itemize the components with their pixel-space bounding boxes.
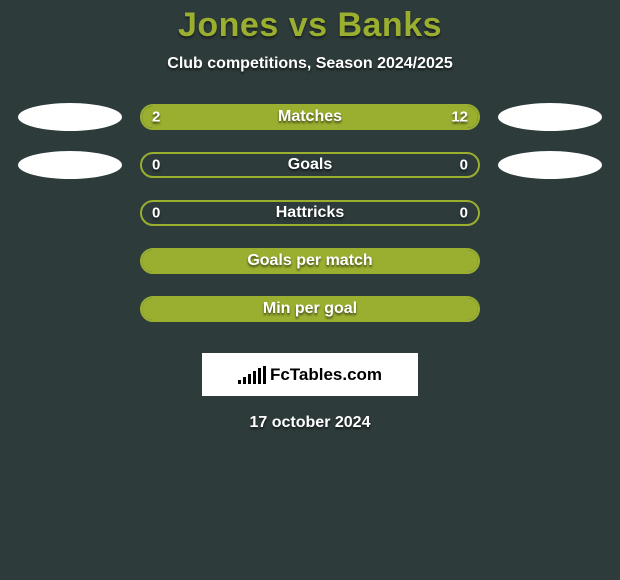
- stat-bar: 0 0Hattricks: [140, 200, 480, 226]
- stat-value-right: 12: [451, 109, 468, 126]
- stats-list: 212Matches00Goals00HattricksGoals per ma…: [18, 103, 602, 343]
- stat-label: Hattricks: [142, 204, 478, 222]
- logo-text: FcTables.com: [270, 365, 382, 385]
- bar-fill-full: [142, 298, 478, 320]
- stat-bar: 0 0Goals: [140, 152, 480, 178]
- bar-fill-right: [202, 106, 478, 128]
- player-left-marker: [18, 151, 122, 179]
- stat-label: Goals: [142, 156, 478, 174]
- stat-row: 212Matches: [18, 103, 602, 131]
- snapshot-date: 17 october 2024: [250, 414, 371, 432]
- player-right-marker: [498, 103, 602, 131]
- stat-bar: Goals per match: [140, 248, 480, 274]
- comparison-widget: Jones vs Banks Club competitions, Season…: [0, 0, 620, 432]
- stat-row: 0 0Goals: [18, 151, 602, 179]
- stat-row: Min per goal: [18, 295, 602, 323]
- stat-value-left: 0: [152, 205, 160, 222]
- stat-value-right: 0: [460, 205, 468, 222]
- stat-value-left: 2: [152, 109, 160, 126]
- logo-bars-icon: [238, 366, 266, 384]
- bar-fill-full: [142, 250, 478, 272]
- stat-bar: Min per goal: [140, 296, 480, 322]
- stat-row: Goals per match: [18, 247, 602, 275]
- stat-value-left: 0: [152, 157, 160, 174]
- stat-bar: 212Matches: [140, 104, 480, 130]
- page-subtitle: Club competitions, Season 2024/2025: [167, 55, 452, 73]
- stat-value-right: 0: [460, 157, 468, 174]
- stat-row: 0 0Hattricks: [18, 199, 602, 227]
- fctables-logo[interactable]: FcTables.com: [202, 353, 418, 396]
- page-title: Jones vs Banks: [178, 6, 442, 45]
- player-left-marker: [18, 103, 122, 131]
- player-right-marker: [498, 151, 602, 179]
